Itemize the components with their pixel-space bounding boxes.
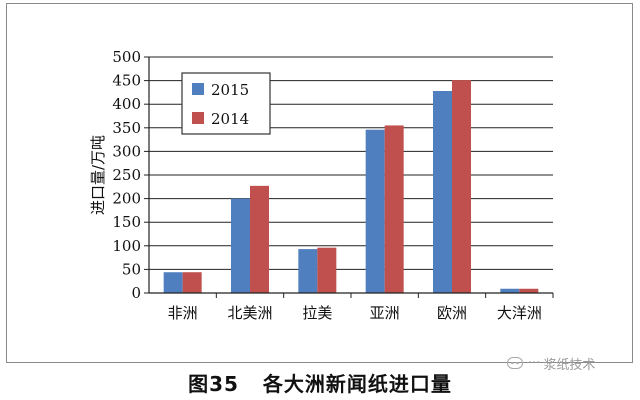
axes [144,56,554,298]
y-axis-label: 进口量/万吨 [89,135,107,215]
x-category-label: 欧洲 [437,304,467,322]
dots-icon: ··· [528,355,541,371]
x-category-label: 大洋洲 [497,304,542,322]
y-tick-label: 400 [112,95,141,113]
legend-label-2015: 2015 [211,81,249,99]
x-category-label: 亚洲 [370,304,400,322]
chart-frame: 0 50 100 150 200 250 300 350 400 450 500 非洲 北美洲 拉美 亚洲 欧… [6,3,633,363]
watermark: ··· 浆纸技术 [507,354,596,373]
y-tick-label: 450 [112,72,141,90]
watermark-text: 浆纸技术 [543,357,596,373]
y-tick-label: 0 [131,284,141,302]
bar-2015-1 [163,272,183,293]
y-tick-label: 200 [112,190,141,208]
bar-2015-4 [365,129,385,293]
bar-2015-6 [500,288,520,293]
figure-title: 各大洲新闻纸进口量 [262,372,452,396]
bar-2014-4 [384,125,404,293]
bar-2014-6 [519,288,539,293]
y-tick-label: 50 [122,260,141,278]
y-tick-label: 350 [112,119,141,137]
legend-label-2014: 2014 [211,110,249,128]
y-tick-label: 500 [112,48,141,66]
legend: 2015 2014 [181,72,271,135]
x-category-label: 拉美 [302,304,332,322]
figure-caption: 图35 各大洲新闻纸进口量 [0,368,640,397]
bar-2015-2 [231,198,250,293]
legend-swatch-2014 [192,112,204,124]
bar-2014-3 [317,247,337,293]
y-tick-label: 250 [112,166,141,184]
bar-2014-1 [182,272,202,293]
bar-2015-3 [298,249,318,293]
bar-2015-5 [433,90,452,293]
bars [163,80,539,294]
x-category-label: 北美洲 [227,304,272,322]
bar-2014-2 [250,185,269,293]
bar-chart: 0 50 100 150 200 250 300 350 400 450 500 非洲 北美洲 拉美 亚洲 欧… [89,48,554,322]
bar-2014-5 [452,80,471,294]
legend-swatch-2015 [192,83,204,95]
figure-number: 图35 [188,372,239,396]
wechat-icon [507,357,523,369]
y-tick-label: 150 [112,213,141,231]
x-category-label: 非洲 [168,304,198,322]
y-tick-label: 100 [112,237,141,255]
tick-labels: 0 50 100 150 200 250 300 350 400 450 500 非洲 北美洲 拉美 亚洲 欧… [112,48,541,322]
y-tick-label: 300 [112,142,141,160]
